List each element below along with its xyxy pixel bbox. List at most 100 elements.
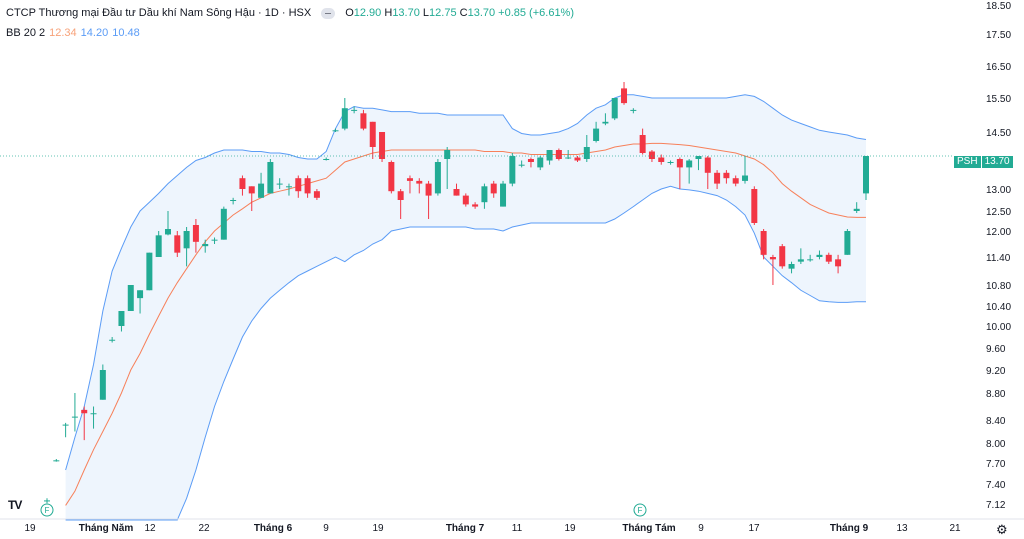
chart-legend: CTCP Thương mại Đầu tư Dầu khí Nam Sông … [6,6,574,40]
candle [146,252,153,291]
candle-body [425,183,432,196]
candle-body [500,183,507,207]
candle [853,202,860,213]
candle [686,159,693,184]
candle [807,254,814,262]
candle-body [807,259,814,261]
x-tick-label: 11 [512,523,523,534]
bb-upper-line [65,94,867,471]
candle-body [351,109,358,111]
candle [258,172,265,198]
candle [109,337,116,343]
candle-body [192,225,199,242]
low-value: 12.75 [429,7,457,19]
candle-body [648,151,655,159]
tradingview-logo-icon[interactable]: TV [8,498,22,512]
open-value: 12.90 [353,7,382,19]
candle-body [825,254,832,262]
bb-lower-line [65,185,866,521]
candle-body [453,189,460,196]
candle-body [816,254,823,257]
candle [388,160,395,194]
candle [844,229,851,255]
candle-body [537,157,544,168]
candle [555,148,562,161]
candle-body [639,135,646,153]
high-value: 13.70 [392,7,420,19]
y-tick-label: 7.40 [986,480,1006,491]
candle-body [760,231,767,255]
bollinger-bands [65,94,867,521]
candle [369,121,376,159]
candle [481,183,488,209]
y-tick-label: 17.50 [986,30,1011,41]
candle [81,406,88,441]
candle [565,150,572,159]
candle [220,206,227,240]
candle [211,237,218,244]
candle-body [90,413,97,415]
candle-body [127,285,134,311]
candle [360,109,367,131]
candle-body [621,88,628,104]
candle [602,113,609,126]
price-tag-symbol: PSH [954,156,982,168]
close-label: C [459,7,468,19]
bb-indicator-label[interactable]: BB 20 2 [6,27,46,39]
bb-basis-line [65,142,866,506]
candle-body [406,178,413,181]
candle-body [472,204,479,207]
y-tick-label: 7.70 [986,459,1006,470]
candle [351,106,358,114]
low-label: L [422,7,430,19]
y-tick-label: 11.40 [986,253,1011,264]
candle-body [397,191,404,200]
candle-body [788,264,795,269]
symbol-title[interactable]: CTCP Thương mại Đầu tư Dầu khí Nam Sông … [6,7,312,19]
candle [285,183,292,196]
event-marker[interactable]: F [633,503,647,517]
candle [71,393,78,432]
candle-body [546,150,553,161]
candle [751,186,758,225]
candle-body [248,186,255,194]
event-marker-circle [40,503,54,517]
time-axis: 19 Tháng Năm 12 22 Tháng 6 9 19 Tháng 7 11 19 Thán… [0,518,1024,534]
candle-body [313,191,320,198]
candle-body [295,178,302,192]
event-marker[interactable]: F [40,503,54,517]
event-marker-circle [633,503,647,517]
candle [676,157,683,189]
bb-fill [65,94,866,521]
candle [230,197,237,205]
visibility-icon[interactable] [321,7,336,19]
candle [509,153,516,187]
candle-body [583,147,590,159]
event-marker-label: F [638,506,643,515]
candle [118,311,125,332]
candle-body [695,156,702,159]
candle [797,248,804,264]
candle [490,180,497,198]
candle [323,157,330,161]
candle-body [239,178,246,189]
candle [583,135,590,162]
gear-icon[interactable]: ⚙ [996,522,1008,537]
candle-body [137,290,144,299]
candle [760,229,767,260]
candle-body [99,370,106,400]
candle [593,121,600,143]
candle [546,150,553,165]
y-tick-label: 12.00 [986,227,1011,238]
candle [44,498,50,504]
candle [239,175,246,196]
candle-body [379,132,386,159]
y-tick-label: 16.50 [986,62,1011,73]
candle-body [285,186,292,188]
candle-body [835,259,842,267]
candle-body [109,339,116,341]
candle-body [658,157,665,162]
candle [779,244,786,269]
legend-main-row: CTCP Thương mại Đầu tư Dầu khí Nam Sông … [6,6,574,20]
